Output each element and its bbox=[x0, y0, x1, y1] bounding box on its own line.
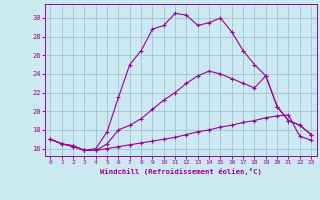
X-axis label: Windchill (Refroidissement éolien,°C): Windchill (Refroidissement éolien,°C) bbox=[100, 168, 262, 175]
